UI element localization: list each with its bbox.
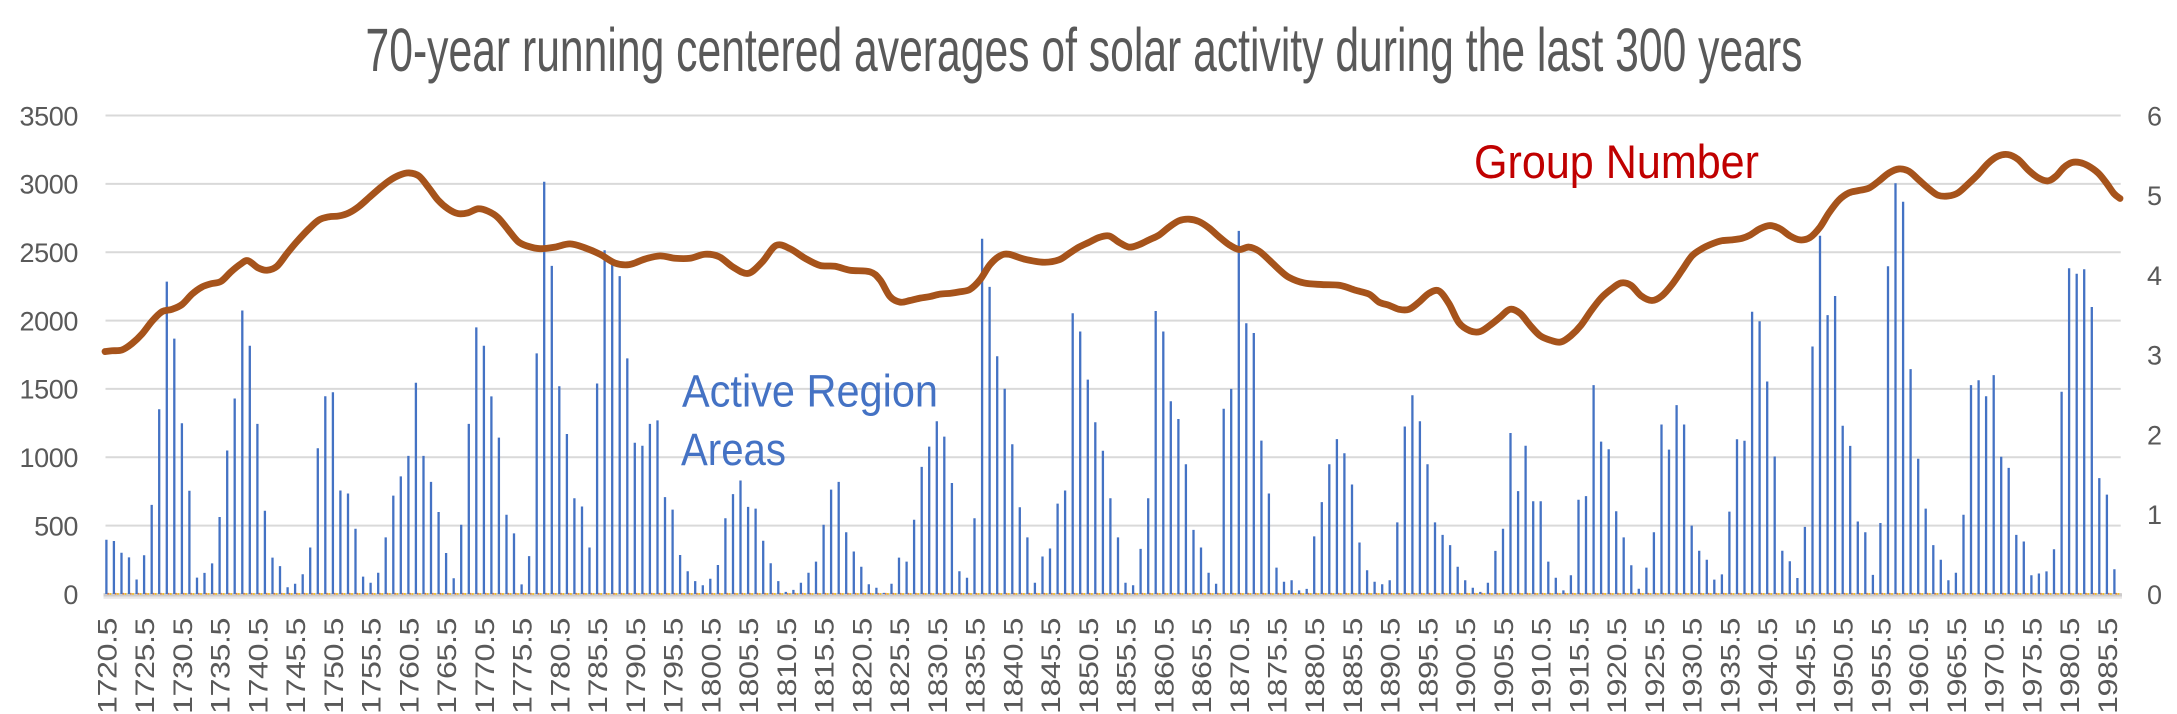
- svg-text:1: 1: [2147, 500, 2162, 530]
- svg-text:1000: 1000: [20, 443, 78, 473]
- svg-text:1805.5: 1805.5: [734, 618, 764, 714]
- svg-text:1900.5: 1900.5: [1451, 618, 1481, 714]
- svg-text:1915.5: 1915.5: [1565, 618, 1595, 714]
- svg-text:1945.5: 1945.5: [1791, 618, 1821, 714]
- svg-text:3500: 3500: [20, 101, 78, 131]
- svg-text:1895.5: 1895.5: [1414, 618, 1444, 714]
- svg-text:1930.5: 1930.5: [1678, 618, 1708, 714]
- svg-text:5: 5: [2147, 181, 2162, 211]
- svg-text:0: 0: [2147, 580, 2162, 610]
- svg-text:1850.5: 1850.5: [1074, 618, 1104, 714]
- svg-text:1790.5: 1790.5: [621, 618, 651, 714]
- svg-text:1980.5: 1980.5: [2055, 618, 2085, 714]
- svg-text:2500: 2500: [20, 238, 78, 268]
- svg-text:1820.5: 1820.5: [847, 618, 877, 714]
- svg-text:1800.5: 1800.5: [696, 618, 726, 714]
- svg-text:1960.5: 1960.5: [1904, 618, 1934, 714]
- svg-text:1720.5: 1720.5: [92, 618, 122, 714]
- svg-text:0: 0: [63, 580, 78, 610]
- svg-text:1870.5: 1870.5: [1225, 618, 1255, 714]
- svg-text:6: 6: [2147, 101, 2162, 131]
- svg-text:1910.5: 1910.5: [1527, 618, 1557, 714]
- svg-text:1935.5: 1935.5: [1715, 618, 1745, 714]
- svg-text:1730.5: 1730.5: [168, 618, 198, 714]
- svg-text:1780.5: 1780.5: [545, 618, 575, 714]
- svg-text:1760.5: 1760.5: [394, 618, 424, 714]
- svg-text:1750.5: 1750.5: [319, 618, 349, 714]
- svg-text:1890.5: 1890.5: [1376, 618, 1406, 714]
- svg-text:70-year running centered avera: 70-year running centered averages of sol…: [366, 16, 1803, 84]
- svg-text:1735.5: 1735.5: [206, 618, 236, 714]
- svg-text:1860.5: 1860.5: [1149, 618, 1179, 714]
- svg-text:1845.5: 1845.5: [1036, 618, 1066, 714]
- svg-text:3000: 3000: [20, 170, 78, 200]
- svg-text:Active Region: Active Region: [682, 366, 938, 417]
- svg-text:1855.5: 1855.5: [1112, 618, 1142, 714]
- svg-text:1940.5: 1940.5: [1753, 618, 1783, 714]
- svg-text:1965.5: 1965.5: [1942, 618, 1972, 714]
- svg-text:1785.5: 1785.5: [583, 618, 613, 714]
- svg-text:1825.5: 1825.5: [885, 618, 915, 714]
- svg-text:Areas: Areas: [681, 424, 786, 475]
- svg-text:1985.5: 1985.5: [2093, 618, 2123, 714]
- svg-text:2: 2: [2147, 420, 2162, 450]
- svg-text:1745.5: 1745.5: [281, 618, 311, 714]
- svg-text:Group Number: Group Number: [1474, 135, 1759, 188]
- svg-text:1975.5: 1975.5: [2017, 618, 2047, 714]
- svg-text:1500: 1500: [20, 375, 78, 405]
- svg-text:1875.5: 1875.5: [1263, 618, 1293, 714]
- svg-text:1865.5: 1865.5: [1187, 618, 1217, 714]
- svg-text:4: 4: [2147, 261, 2162, 291]
- svg-text:1920.5: 1920.5: [1602, 618, 1632, 714]
- svg-text:1880.5: 1880.5: [1300, 618, 1330, 714]
- svg-text:1970.5: 1970.5: [1980, 618, 2010, 714]
- svg-text:3: 3: [2147, 341, 2162, 371]
- svg-text:1815.5: 1815.5: [810, 618, 840, 714]
- svg-text:1830.5: 1830.5: [923, 618, 953, 714]
- svg-text:1725.5: 1725.5: [130, 618, 160, 714]
- svg-text:1810.5: 1810.5: [772, 618, 802, 714]
- svg-text:1795.5: 1795.5: [659, 618, 689, 714]
- svg-text:1925.5: 1925.5: [1640, 618, 1670, 714]
- svg-text:1770.5: 1770.5: [470, 618, 500, 714]
- svg-text:1835.5: 1835.5: [961, 618, 991, 714]
- svg-text:1955.5: 1955.5: [1866, 618, 1896, 714]
- svg-text:1840.5: 1840.5: [998, 618, 1028, 714]
- svg-text:500: 500: [34, 511, 78, 541]
- svg-text:1765.5: 1765.5: [432, 618, 462, 714]
- svg-text:1950.5: 1950.5: [1829, 618, 1859, 714]
- svg-text:1905.5: 1905.5: [1489, 618, 1519, 714]
- svg-text:1885.5: 1885.5: [1338, 618, 1368, 714]
- svg-text:1775.5: 1775.5: [508, 618, 538, 714]
- svg-text:2000: 2000: [20, 306, 78, 336]
- svg-text:1740.5: 1740.5: [243, 618, 273, 714]
- svg-text:1755.5: 1755.5: [357, 618, 387, 714]
